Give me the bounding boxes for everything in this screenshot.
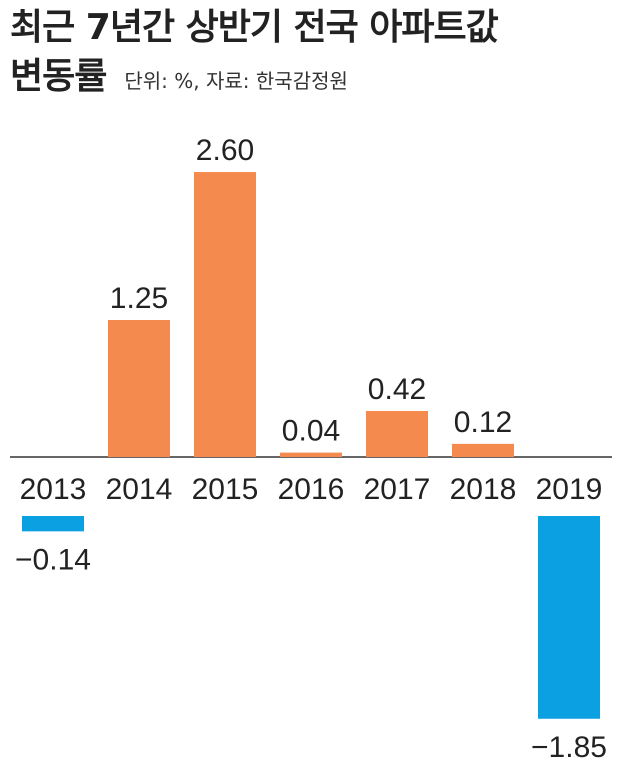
bar-2017 — [366, 410, 428, 457]
tick-label-2013: 2013 — [20, 473, 87, 506]
tick-label-2019: 2019 — [536, 473, 603, 506]
data-label-2013: −0.14 — [15, 543, 91, 576]
bar-2014 — [108, 320, 170, 457]
tick-label-2015: 2015 — [192, 473, 259, 506]
chart-title-line1: 최근 7년간 상반기 전국 아파트값 — [10, 7, 499, 48]
unit-source-note: 단위: %, 자료: 한국감정원 — [124, 69, 348, 93]
tick-label-2014: 2014 — [106, 473, 173, 506]
chart-title-text: 변동률 — [10, 56, 107, 97]
data-label-2014: 1.25 — [110, 282, 168, 315]
data-label-2019: −1.85 — [531, 731, 607, 761]
tick-label-2016: 2016 — [278, 473, 345, 506]
bar-2015 — [194, 172, 256, 458]
data-label-2016: 0.04 — [282, 415, 340, 448]
bar-2013 — [22, 516, 84, 532]
tick-labels-group: 2013 2014 2015 2016 2017 2018 2019 — [20, 473, 603, 506]
tick-label-2018: 2018 — [450, 473, 517, 506]
data-label-2018: 0.12 — [454, 406, 512, 439]
data-labels-group: −0.14 1.25 2.60 0.04 0.42 0.12 −1.85 — [15, 134, 607, 761]
data-label-2015: 2.60 — [196, 134, 254, 167]
data-label-2017: 0.42 — [368, 373, 426, 406]
bars-group — [22, 172, 600, 719]
bar-2019 — [538, 516, 600, 719]
chart-title-line2: 변동률 단위: %, 자료: 한국감정원 — [10, 52, 348, 106]
bar-2018 — [452, 443, 514, 457]
tick-label-2017: 2017 — [364, 473, 431, 506]
bar-2016 — [280, 452, 342, 457]
